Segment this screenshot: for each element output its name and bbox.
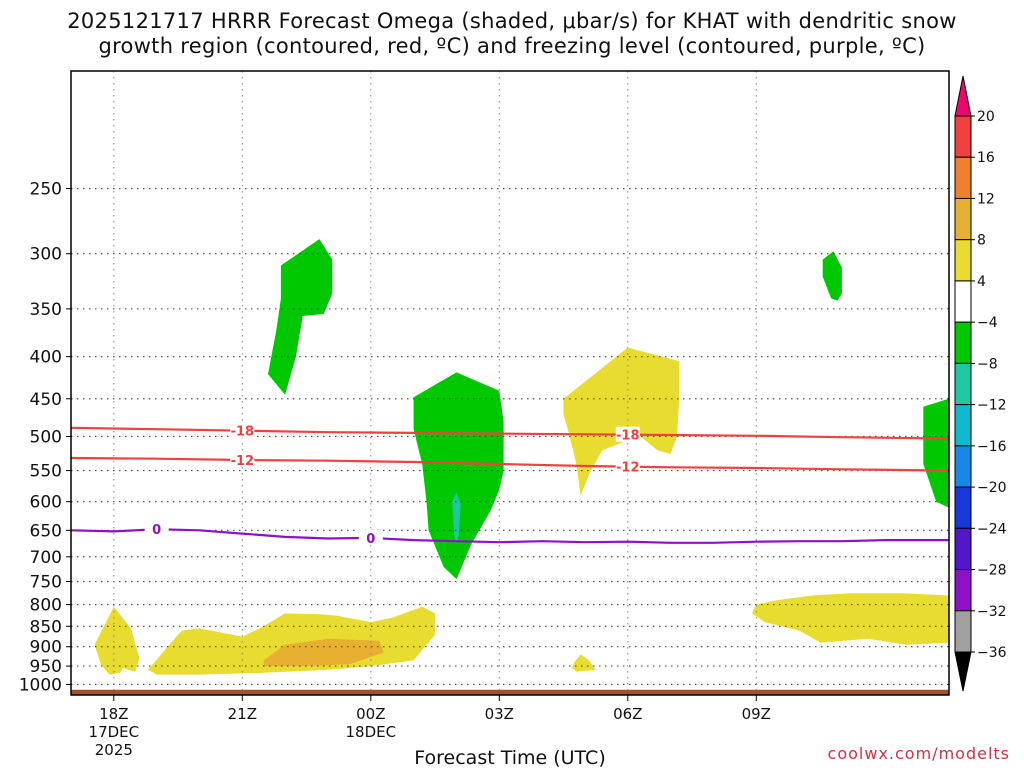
dendritic-contour-label: -12 — [616, 461, 640, 476]
colorbar: 20 16 12 8 4 −4 −8 −12 −16 −20 −24 −28 −32 −36 — [954, 75, 1007, 692]
terrain-strip — [71, 689, 949, 695]
y-axis: 2503003504004505005506006507007508008509… — [19, 180, 71, 695]
chart-title-line2: growth region (contoured, red, ºC) and f… — [98, 34, 926, 58]
contour-labels: -18 -18 -12 -12 0 0 — [144, 422, 640, 547]
x-tick-label: 21Z — [228, 705, 257, 723]
colorbar-label: −20 — [977, 480, 1007, 496]
colorbar-label: 16 — [977, 150, 995, 166]
dendritic-contour-label: -18 — [231, 425, 255, 440]
y-tick-label: 950 — [30, 657, 62, 677]
colorbar-segment-11 — [954, 569, 972, 612]
y-tick-label: 800 — [30, 596, 62, 616]
colorbar-label: 8 — [977, 233, 986, 249]
omega-region-9 — [752, 593, 949, 645]
colorbar-segment-6 — [954, 362, 972, 406]
colorbar-label: −36 — [977, 645, 1007, 661]
dendritic-contour-label: -12 — [231, 454, 255, 469]
dendritic-contour--12 — [71, 456, 949, 472]
contour-label-bg — [230, 452, 255, 468]
y-tick-label: 750 — [30, 573, 62, 593]
colorbar-label: −12 — [977, 398, 1007, 414]
freezing-contour-label: 0 — [366, 532, 375, 547]
x-tick-label: 09Z — [742, 705, 771, 723]
colorbar-label: −28 — [977, 563, 1007, 579]
x-tick-label: 18Z — [99, 705, 128, 723]
colorbar-label: 20 — [977, 109, 995, 125]
contour-label-bg — [615, 426, 640, 442]
x-tick-date: 17DEC — [89, 723, 140, 741]
colorbar-arrow-top — [954, 75, 972, 117]
omega-region-6 — [94, 606, 140, 675]
y-tick-label: 550 — [30, 462, 62, 482]
colorbar-segment-2 — [954, 197, 972, 241]
colorbar-segment-8 — [954, 445, 972, 488]
colorbar-label: −8 — [977, 356, 998, 372]
omega-region-2 — [452, 492, 461, 543]
omega-region-8 — [263, 638, 384, 667]
omega-region-4 — [923, 398, 949, 508]
colorbar-segment-0 — [954, 115, 972, 158]
contours — [71, 426, 949, 544]
y-tick-label: 450 — [30, 390, 62, 410]
colorbar-label: −16 — [977, 439, 1007, 455]
contour-label-bg — [358, 529, 383, 545]
x-axis-title: Forecast Time (UTC) — [414, 747, 605, 768]
plot-area — [71, 71, 949, 695]
dendritic-contour-label: -18 — [616, 429, 640, 444]
colorbar-segment-4 — [954, 280, 972, 323]
gridlines — [71, 71, 949, 695]
y-tick-label: 350 — [30, 300, 62, 320]
y-tick-label: 250 — [30, 180, 62, 200]
colorbar-label: −32 — [977, 604, 1007, 620]
colorbar-label: 12 — [977, 191, 995, 207]
colorbar-segment-9 — [954, 486, 972, 529]
y-tick-label: 900 — [30, 638, 62, 658]
x-tick-label: 06Z — [613, 705, 642, 723]
x-tick-label: 00Z — [356, 705, 385, 723]
y-tick-label: 300 — [30, 245, 62, 265]
omega-region-3 — [822, 251, 842, 301]
freezing-contour-0 — [71, 528, 949, 544]
chart-title-line1: 2025121717 HRRR Forecast Omega (shaded, … — [67, 9, 957, 33]
y-tick-label: 850 — [30, 617, 62, 637]
contour-label-bg — [615, 458, 640, 474]
surface-strip — [71, 689, 949, 695]
colorbar-segment-5 — [954, 321, 972, 364]
omega-region-5 — [563, 347, 680, 496]
x-tick-label: 03Z — [485, 705, 514, 723]
contour-label-bg — [144, 521, 169, 537]
y-tick-label: 700 — [30, 548, 62, 568]
x-tick-date: 18DEC — [346, 723, 397, 741]
colorbar-segment-10 — [954, 527, 972, 571]
omega-region-0 — [268, 239, 333, 395]
colorbar-label: 4 — [977, 274, 986, 290]
colorbar-arrow-bottom — [954, 651, 972, 692]
colorbar-segment-12 — [954, 610, 972, 653]
plot-background — [71, 71, 949, 695]
omega-region-1 — [413, 372, 504, 580]
colorbar-label: −4 — [977, 315, 998, 331]
y-tick-label: 500 — [30, 427, 62, 447]
colorbar-label: −24 — [977, 521, 1007, 537]
watermark: coolwx.com/modelts — [827, 744, 1010, 763]
y-tick-label: 650 — [30, 521, 62, 541]
y-tick-label: 600 — [30, 493, 62, 513]
plot-border — [70, 70, 950, 696]
omega-shading — [94, 239, 949, 675]
y-tick-label: 1000 — [19, 675, 62, 695]
plot-frame — [70, 70, 950, 696]
y-tick-label: 400 — [30, 348, 62, 368]
dendritic-contour--18 — [71, 426, 949, 440]
contour-label-bg — [230, 422, 255, 438]
colorbar-segment-1 — [954, 156, 972, 199]
omega-region-10 — [572, 654, 596, 672]
freezing-contour-label: 0 — [152, 523, 161, 538]
x-tick-year: 2025 — [95, 741, 133, 759]
colorbar-segment-7 — [954, 404, 972, 447]
colorbar-segment-3 — [954, 239, 972, 282]
